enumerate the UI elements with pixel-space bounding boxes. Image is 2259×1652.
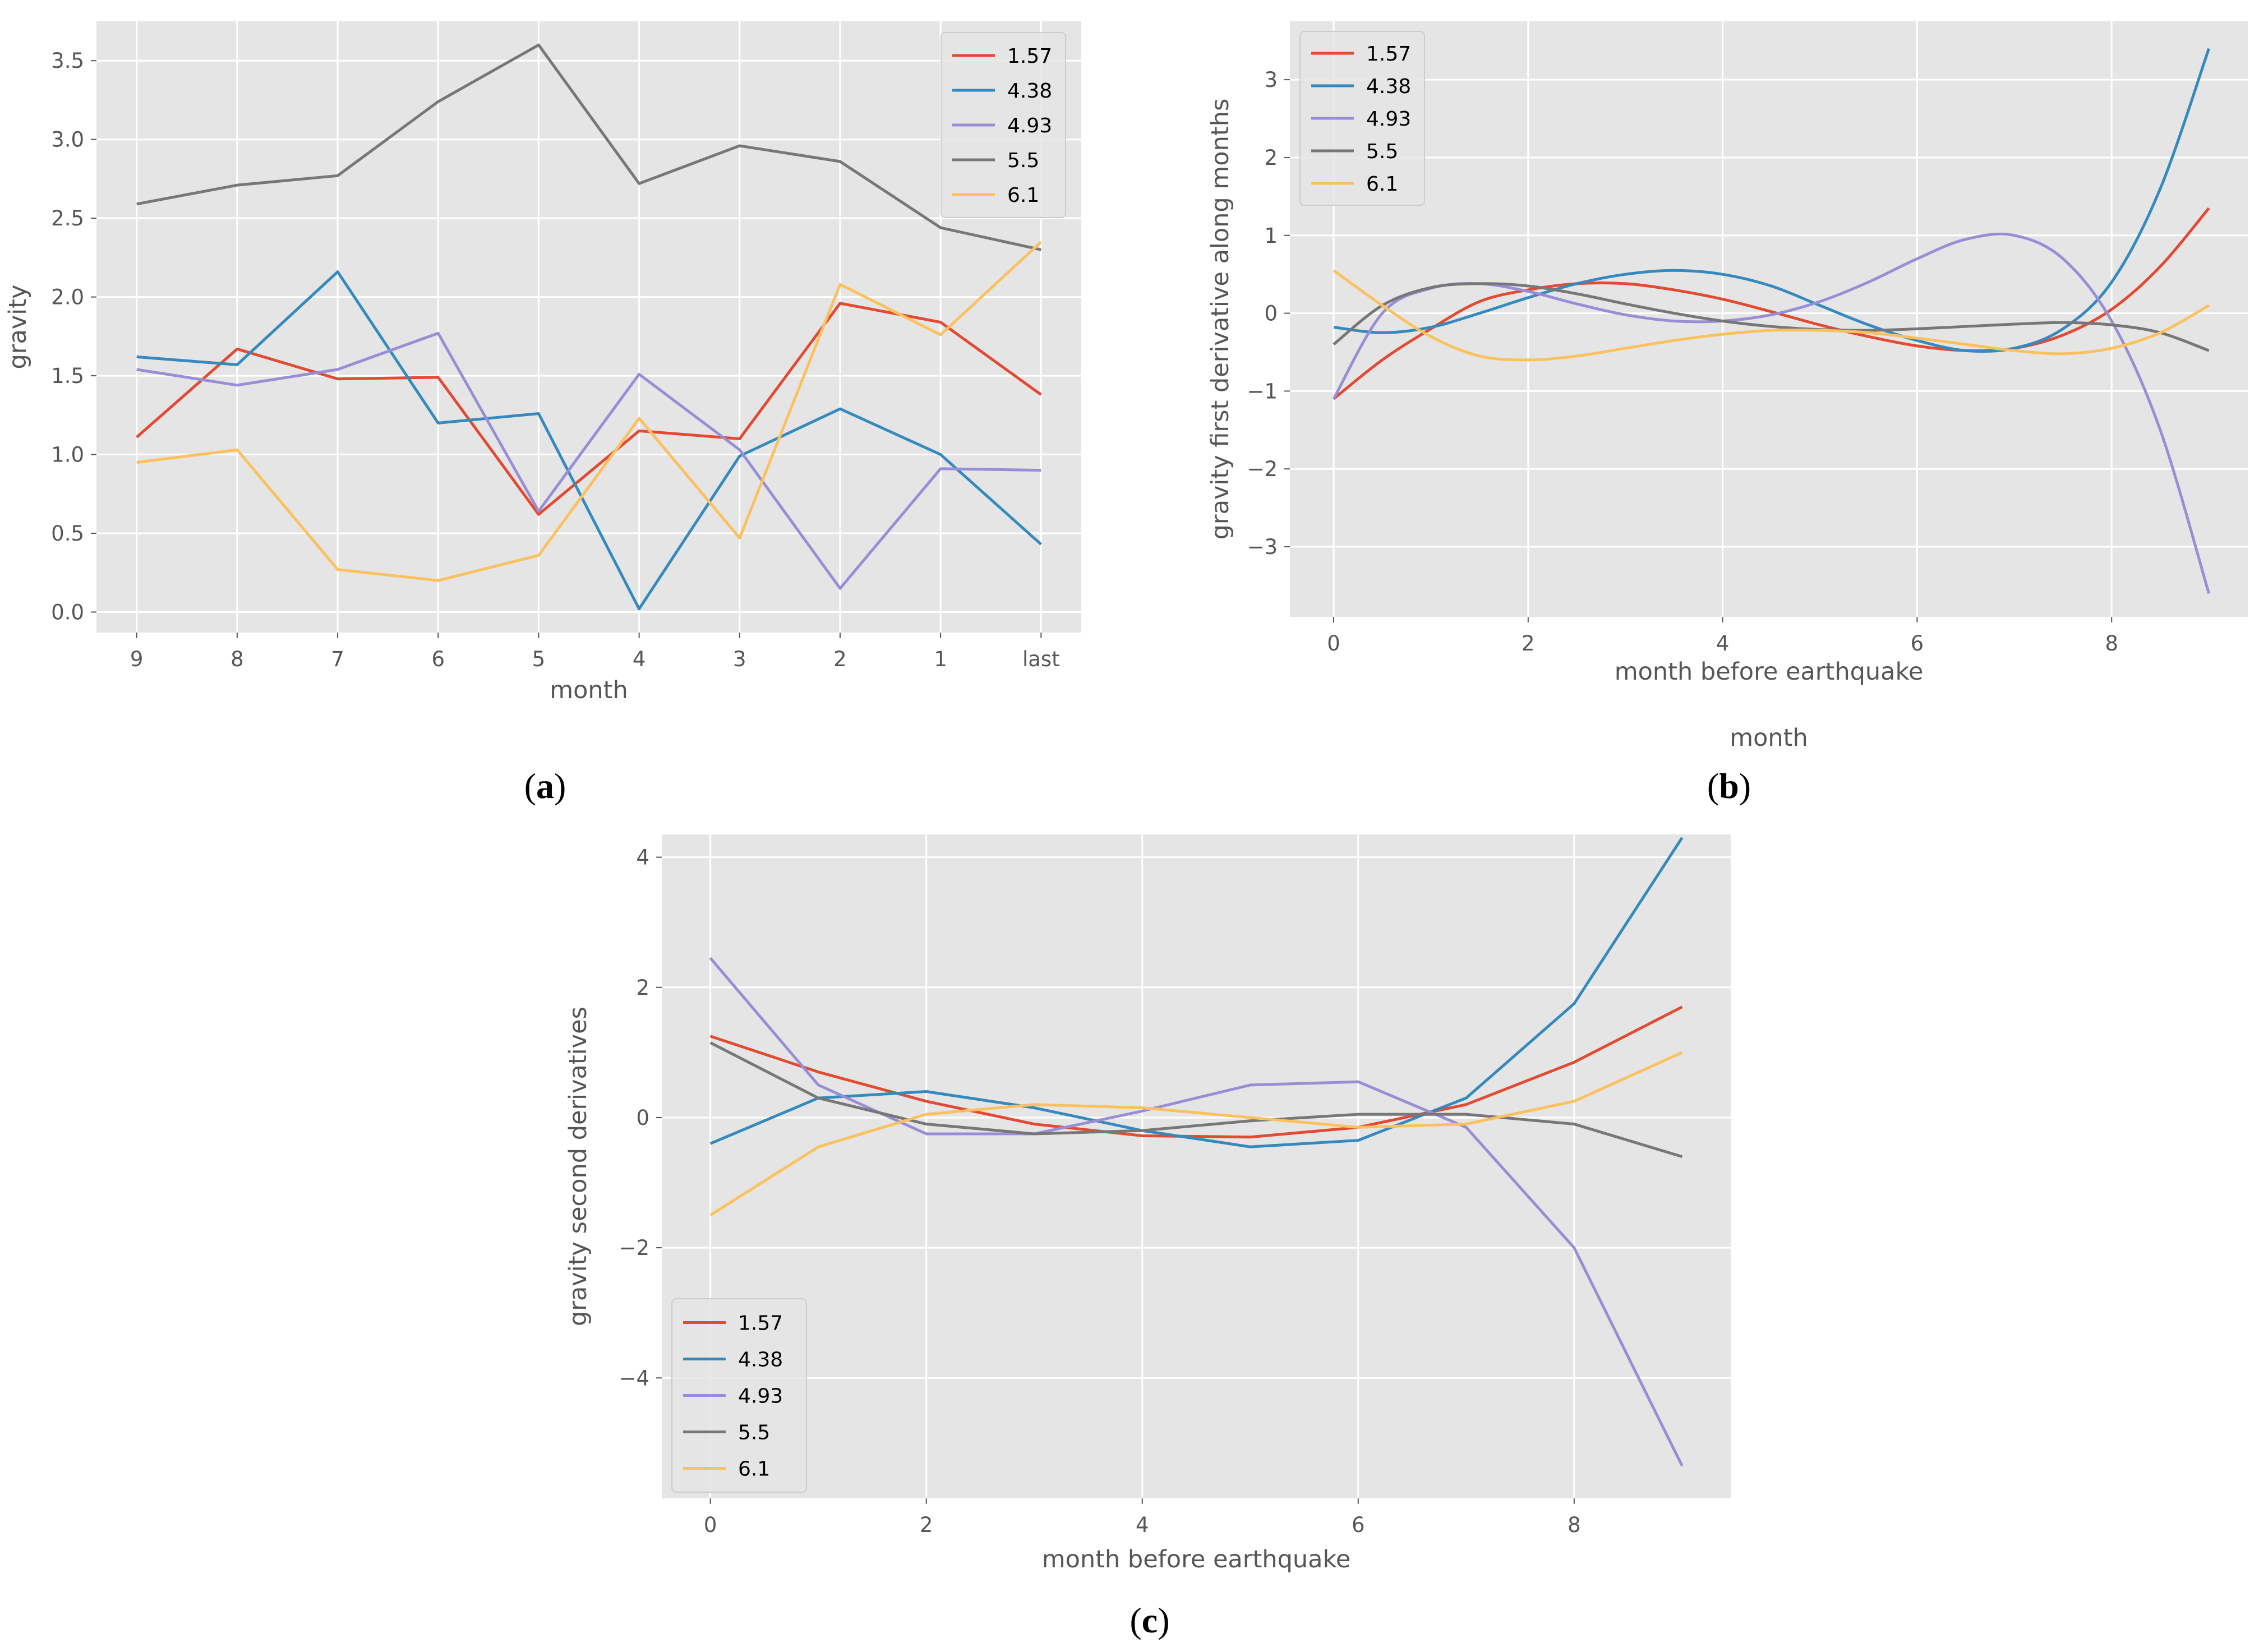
caption-c: (c)	[1130, 1600, 1170, 1640]
legend-entry-label: 4.93	[1007, 114, 1052, 137]
y-tick-label: 2	[1264, 146, 1278, 170]
x-axis-label-secondary: month	[1730, 724, 1808, 752]
series-line-6-1	[136, 241, 1043, 582]
x-tick-label: 5	[532, 647, 546, 671]
y-tick-label: 2.0	[51, 285, 84, 310]
series-line-4-93	[136, 331, 1041, 590]
x-tick-label: 6	[1911, 631, 1924, 656]
x-tick-label: 6	[431, 647, 445, 671]
legend-entry-label: 6.1	[738, 1458, 770, 1481]
x-tick-label: 9	[130, 647, 144, 671]
x-tick-label: 8	[1568, 1513, 1581, 1537]
y-tick-label: 2	[636, 976, 649, 1000]
x-tick-label: 8	[230, 647, 244, 671]
y-tick-label: 0.5	[51, 522, 84, 546]
y-tick-label: −1	[1247, 379, 1278, 403]
x-tick-label: 2	[1522, 631, 1535, 656]
legend-b	[1299, 31, 1425, 206]
legend-entry-label: 4.38	[1007, 80, 1052, 103]
x-tick-label: 8	[2105, 631, 2118, 656]
y-tick-label: −3	[1247, 535, 1278, 559]
y-tick-label: 1	[1264, 224, 1278, 248]
x-tick-label: 0	[1327, 631, 1340, 656]
series-line-4-38	[709, 837, 1684, 1148]
legend-entry-label: 4.93	[738, 1385, 783, 1408]
x-tick-label: 0	[704, 1513, 717, 1537]
x-tick-label: 4	[1136, 1513, 1149, 1537]
legend-c	[671, 1298, 807, 1493]
series-line-4-38	[1333, 48, 2211, 353]
y-tick-label: 3.5	[51, 49, 84, 73]
x-axis-label: month before earthquake	[1615, 658, 1924, 686]
x-axis-label: month	[550, 676, 628, 704]
y-tick-label: −2	[1247, 457, 1278, 481]
x-tick-label: 6	[1352, 1513, 1365, 1537]
y-tick-label: 1.5	[51, 364, 84, 388]
x-tick-label: 2	[920, 1513, 933, 1537]
series-line-5-5	[1333, 282, 2210, 352]
series-line-1-57	[709, 1005, 1683, 1139]
legend-entry-label: 5.5	[1007, 149, 1039, 172]
y-tick-label: −4	[619, 1366, 649, 1390]
series-line-5-5	[709, 1041, 1683, 1158]
caption-a: (a)	[524, 766, 566, 806]
legend-entry-label: 5.5	[1366, 140, 1398, 163]
chart-c: 0 2 4 6 8 −4 −2 0 2 4 month before earthquake gravi…	[564, 834, 1731, 1573]
y-tick-label: 3	[1264, 68, 1278, 92]
y-tick-label: 0	[1264, 302, 1278, 326]
series-line-5-5	[136, 43, 1041, 251]
legend-entry-label: 5.5	[738, 1422, 770, 1445]
chart-b: 0 2 4 6 8 −3 −2 −1 0 1 2 3 month before earthquake mo…	[1206, 21, 2248, 752]
x-tick-label: 1	[934, 647, 947, 671]
y-tick-label: 4	[636, 846, 649, 870]
plot-area-b	[1290, 21, 2248, 617]
series-line-1-57	[136, 302, 1042, 516]
y-tick-label: −2	[619, 1236, 649, 1260]
series-line-6-1	[709, 1051, 1683, 1217]
legend-entry-label: 4.93	[1366, 108, 1411, 131]
legend-a	[941, 32, 1066, 218]
y-axis-label: gravity second derivatives	[564, 1007, 592, 1326]
legend-entry-label: 6.1	[1366, 173, 1398, 196]
series-line-1-57	[1333, 207, 2210, 400]
y-axis-label: gravity first derivative along months	[1206, 99, 1234, 540]
plot-area-a	[96, 21, 1081, 633]
y-tick-label: 0	[636, 1106, 649, 1130]
legend-entry-label: 6.1	[1007, 184, 1039, 207]
x-tick-label: 7	[331, 647, 344, 671]
chart-a: 9 8 7 6 5 4 3 2 1 last 0.0 0.5 1.0 1.5 2.0 2.5 3.0 3.5 mon…	[4, 21, 1081, 704]
y-tick-label: 1.0	[51, 443, 84, 467]
x-tick-label: 4	[1716, 631, 1730, 656]
y-tick-label: 2.5	[51, 206, 84, 230]
series-line-4-93	[709, 957, 1684, 1467]
y-tick-label: 3.0	[51, 128, 84, 152]
plot-area-c	[662, 834, 1731, 1498]
legend-entry-label: 1.57	[1007, 45, 1052, 68]
y-tick-label: 0.0	[51, 600, 84, 624]
x-axis-label: month before earthquake	[1042, 1545, 1351, 1573]
x-tick-label: 4	[633, 647, 646, 671]
legend-entry-label: 1.57	[738, 1312, 783, 1335]
caption-b: (b)	[1707, 766, 1751, 806]
y-axis-label: gravity	[4, 284, 32, 369]
legend-entry-label: 1.57	[1366, 43, 1411, 66]
series-line-6-1	[1333, 269, 2210, 362]
series-line-4-38	[136, 270, 1042, 611]
x-tick-label: 3	[733, 647, 746, 671]
legend-entry-label: 4.38	[1366, 75, 1411, 98]
legend-entry-label: 4.38	[738, 1349, 783, 1372]
x-tick-label: last	[1022, 647, 1060, 671]
x-tick-label: 2	[833, 647, 847, 671]
